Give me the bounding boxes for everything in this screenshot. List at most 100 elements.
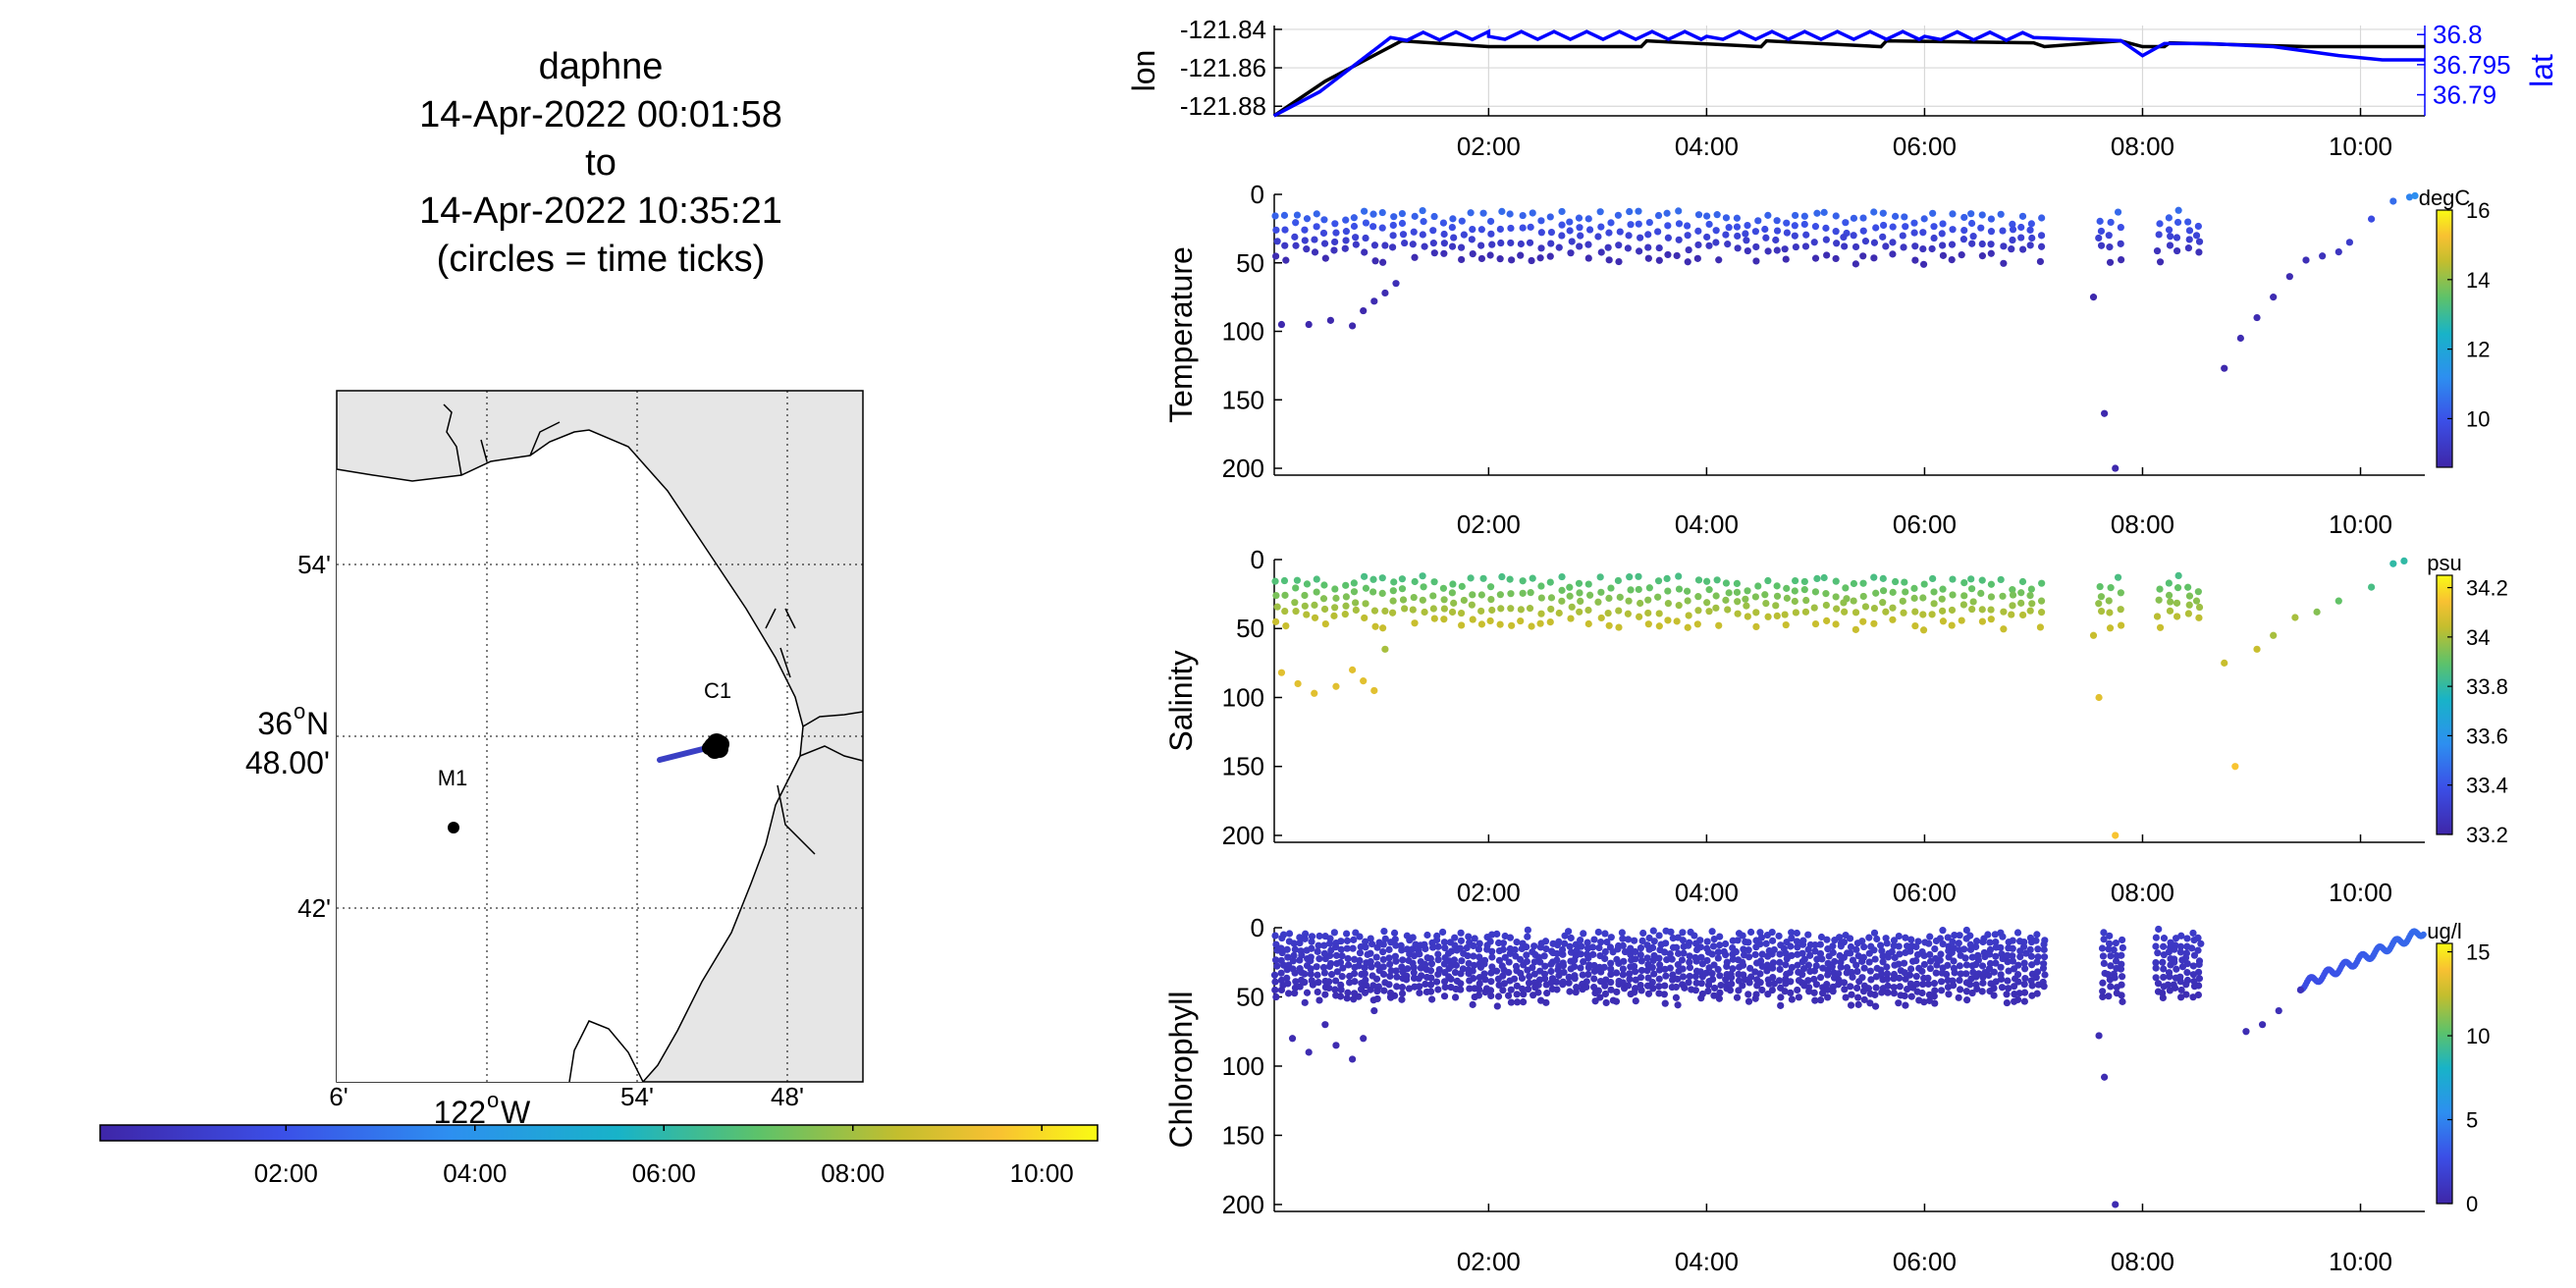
chlorophyll-point [1480, 960, 1488, 968]
temperature-point [1411, 253, 1419, 261]
river-north [443, 403, 561, 476]
chlorophyll-point [1637, 950, 1644, 959]
temperature-point [1811, 223, 1820, 231]
temperature-point [2389, 197, 2397, 205]
salinity-point [1566, 592, 1574, 600]
chlorophyll-point [1339, 964, 1347, 972]
chlorophyll-point [1751, 994, 1759, 1002]
temperature-point [1398, 219, 1407, 228]
salinity-point [1911, 608, 1919, 616]
temperature-point [1430, 212, 1438, 221]
chlorophyll-point [1379, 955, 1387, 964]
salinity-point [1429, 605, 1437, 613]
salinity-point [2174, 584, 2182, 592]
salinity-point [1577, 597, 1584, 606]
chlorophyll-point [1926, 964, 1934, 973]
salinity-point [1675, 585, 1684, 593]
chlorophyll-point [1860, 995, 1868, 1003]
chlorophyll-point [1729, 965, 1737, 973]
chlorophyll-point [1937, 987, 1946, 994]
chlorophyll-point [1926, 950, 1934, 959]
salinity-point [1292, 608, 1300, 616]
chlorophyll-point [1451, 934, 1459, 941]
chlorophyll-point [1686, 964, 1694, 972]
temperature-point [1604, 243, 1612, 251]
temperature-point [2411, 191, 2419, 199]
x-tick-label: 10:00 [2329, 132, 2392, 161]
chlorophyll-point [1769, 973, 1777, 982]
chlorophyll-point [1523, 957, 1530, 966]
salinity-point [1458, 621, 1466, 629]
chlorophyll-point [1356, 933, 1364, 940]
chlorophyll-point [2040, 945, 2048, 953]
salinity-point [1537, 594, 1545, 602]
chlorophyll-point [1985, 971, 1993, 980]
salinity-point [1910, 584, 1918, 592]
chlorophyll-point [1906, 947, 1914, 955]
chlorophyll-point [1895, 932, 1903, 940]
temperature-point [1469, 250, 1476, 258]
chlorophyll-point [1901, 969, 1908, 977]
salinity-point [1859, 579, 1867, 587]
chlorophyll-point [1387, 967, 1395, 975]
chlorophyll-point [1870, 946, 1878, 954]
chlorophyll-point [1469, 1000, 1476, 1008]
chlorophyll-point [1991, 931, 1999, 939]
chlorophyll-point [1638, 937, 1646, 945]
chlorophyll-point [1481, 988, 1489, 996]
chlorophyll-point [1978, 962, 1987, 970]
temperature-point [1879, 233, 1887, 241]
temperature-point [2009, 220, 2016, 228]
chlorophyll-point [1348, 1055, 1357, 1063]
temperature-point [1713, 211, 1721, 219]
chlorophyll-point [1571, 956, 1579, 964]
chlorophyll-point [1722, 950, 1730, 959]
salinity-point [1920, 580, 1928, 588]
chlorophyll-point [2040, 953, 2049, 961]
lat-main-suffix: N [306, 706, 329, 741]
chlorophyll-point [1457, 980, 1465, 988]
salinity-point [1596, 573, 1604, 581]
temperature-point [2194, 222, 2202, 231]
salinity-point [2107, 584, 2115, 592]
chlorophyll-point [1494, 993, 1503, 1000]
chlorophyll-point [1924, 980, 1932, 989]
temperature-point [1675, 236, 1683, 243]
temperature-point [1967, 219, 1976, 228]
chlorophyll-point [1876, 941, 1885, 949]
salinity-point [2194, 588, 2202, 596]
salinity-point [2291, 614, 2299, 621]
y-tick-label-left: -121.84 [1180, 15, 1266, 44]
temperature-point [1496, 255, 1504, 263]
chlorophyll-point [1992, 959, 2000, 967]
salinity-point [1929, 574, 1937, 583]
chlorophyll-point [1956, 962, 1963, 970]
chlorophyll-point [1990, 984, 1998, 993]
chlorophyll-point [1336, 993, 1345, 1000]
chlorophyll-point [1565, 973, 1573, 981]
temperature-point [1567, 249, 1575, 257]
temperature-point [1960, 213, 1968, 222]
chlorophyll-point [1326, 951, 1334, 960]
salinity-point [1389, 597, 1397, 605]
temperature-point [1733, 214, 1742, 222]
chlorophyll-point [1661, 999, 1669, 1007]
salinity-point [1321, 619, 1329, 628]
chlorophyll-point [1896, 974, 1904, 982]
temperature-point [1859, 252, 1867, 260]
salinity-point [1496, 620, 1504, 628]
chlorophyll-point [1782, 961, 1790, 969]
chlorophyll-point [1530, 958, 1538, 966]
chlorophyll-colorbar-label: ug/l [2427, 919, 2461, 943]
salinity-point [1852, 609, 1860, 617]
temperature-point [1684, 258, 1691, 266]
chlorophyll-point [1847, 949, 1854, 957]
temperature-point [1734, 232, 1742, 241]
chlorophyll-point [1422, 980, 1429, 989]
chlorophyll-point [1553, 978, 1561, 986]
chlorophyll-point [2013, 995, 2022, 1003]
chlorophyll-point [1798, 957, 1806, 966]
chlorophyll-point [2189, 993, 2197, 1001]
chlorophyll-point [1499, 939, 1508, 947]
chlorophyll-point [1332, 1042, 1340, 1049]
